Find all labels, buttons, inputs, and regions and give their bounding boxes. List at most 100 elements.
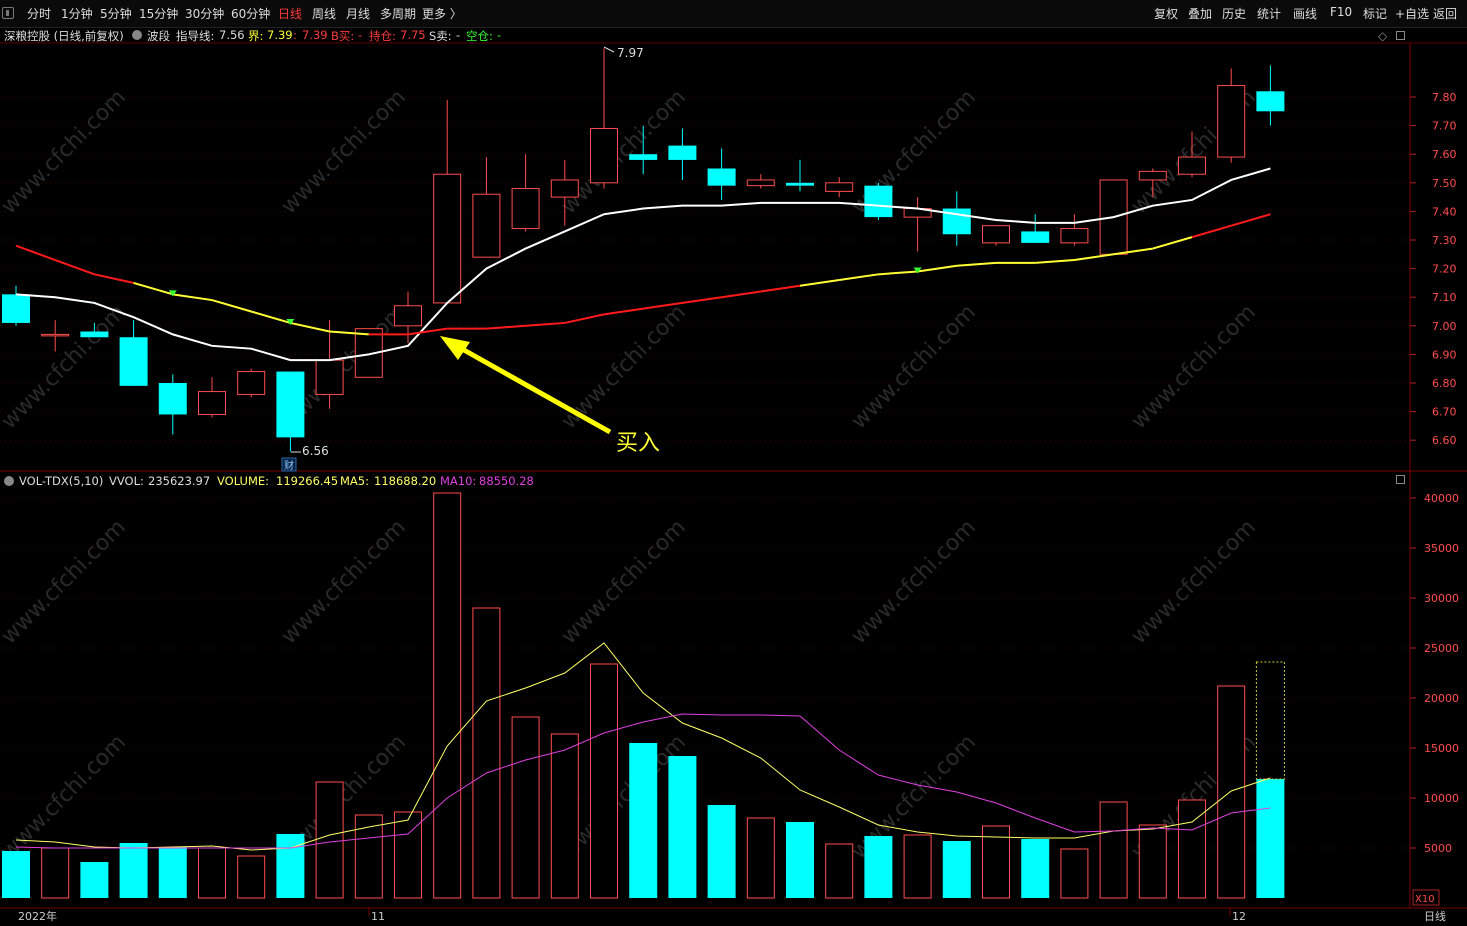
svg-text:www.cfchi.com: www.cfchi.com	[847, 300, 981, 434]
svg-text:www.cfchi.com: www.cfchi.com	[0, 730, 131, 864]
window-icon[interactable]	[1396, 31, 1405, 40]
tab-fenshi[interactable]: 分时	[27, 7, 52, 21]
price-info-bar: 深粮控股 (日线,前复权) 波段 指导线: 7.56 界: 7.39 : 7.3…	[0, 27, 1410, 43]
panel-toggle-icon[interactable]	[2, 7, 14, 19]
candle-body	[315, 359, 344, 395]
volume-bar	[550, 733, 579, 899]
ma-band-segment	[1074, 253, 1114, 262]
ma-band-segment	[721, 290, 761, 299]
low-price-label: 6.56	[302, 444, 329, 458]
finance-marker[interactable]	[281, 457, 297, 472]
x10-box[interactable]	[1412, 889, 1440, 906]
ma-band-segment	[1152, 236, 1193, 250]
volume-bar	[1178, 799, 1206, 899]
tab-60min[interactable]: 60分钟	[231, 7, 271, 21]
volume-bar	[158, 847, 187, 898]
price-tick-label: 7.00	[1432, 320, 1457, 333]
stock-title: 深粮控股 (日线,前复权)	[4, 29, 124, 43]
volume-label: VOLUME:	[217, 474, 270, 488]
candle-body	[746, 179, 775, 187]
volume-bar	[433, 492, 462, 899]
tab-1min[interactable]: 1分钟	[61, 7, 93, 21]
volume-bar	[707, 805, 736, 898]
candle-body	[158, 383, 187, 415]
volume-bar	[2, 851, 30, 898]
volume-tick-label: 35000	[1424, 542, 1459, 555]
ma-band-segment	[486, 324, 526, 330]
empty-label: 空仓:	[466, 29, 493, 43]
candle-body	[198, 391, 226, 415]
buy-label: B买:	[331, 29, 355, 43]
candle-body	[80, 331, 109, 338]
volume-bar	[982, 825, 1010, 899]
period-label: 日线	[1424, 909, 1446, 923]
ma-band-segment	[839, 273, 879, 282]
price-tick-label: 7.50	[1432, 177, 1457, 190]
volume-bar	[1138, 824, 1167, 899]
overlay-button[interactable]: 叠加	[1188, 7, 1213, 21]
volume-bar	[276, 834, 305, 898]
price-tick-label: 7.60	[1432, 148, 1457, 161]
add-watchlist-button[interactable]: +自选	[1395, 7, 1430, 21]
price-tick-label: 7.70	[1432, 120, 1457, 133]
volume-window-icon[interactable]	[1396, 475, 1405, 484]
tab-more[interactable]: 更多 〉	[422, 7, 462, 21]
stats-button[interactable]: 统计	[1257, 7, 1282, 21]
draw-button[interactable]: 画线	[1293, 7, 1318, 21]
indicator-name: 波段	[147, 29, 170, 43]
back-button[interactable]: 返回	[1433, 7, 1458, 21]
projected-volume-box	[1255, 661, 1285, 780]
ma-band-segment	[564, 313, 605, 324]
ma-band-segment	[1035, 259, 1075, 264]
guide-value: 7.56	[219, 28, 245, 42]
jie-value: 7.39	[267, 28, 293, 42]
candle-body	[982, 225, 1010, 244]
price-axis: 7.80 7.70 7.60 7.50 7.40 7.30 7.20 7.10 7.00 6.90…	[1410, 91, 1457, 447]
ma-white-line	[15, 167, 1271, 362]
volume-bar	[864, 836, 893, 898]
jie-value-2: 7.39	[302, 28, 328, 42]
svg-text:www.cfchi.com: www.cfchi.com	[1127, 515, 1261, 649]
tab-daily[interactable]: 日线	[278, 7, 303, 21]
candle-body	[668, 145, 697, 160]
ma-band-segment	[290, 321, 330, 333]
volume-bar	[1256, 779, 1285, 898]
volume-bar	[746, 817, 775, 899]
candle-body	[1178, 156, 1206, 175]
ma-band-segment	[1230, 213, 1271, 227]
volume-bar	[903, 834, 932, 899]
price-gridlines	[0, 96, 1410, 441]
fuquan-button[interactable]: 复权	[1154, 7, 1179, 21]
price-tick-label: 7.30	[1432, 234, 1457, 247]
mark-button[interactable]: 标记	[1363, 7, 1388, 21]
volume-tick-label: 5000	[1424, 842, 1452, 855]
volume-ma10-line	[15, 713, 1271, 849]
tab-multi-period[interactable]: 多周期	[380, 7, 417, 21]
tab-15min[interactable]: 15分钟	[139, 7, 179, 21]
candle-body	[1060, 228, 1089, 244]
ma-band-segment	[956, 261, 997, 267]
volume-menu-icon[interactable]	[4, 476, 14, 486]
diamond-icon[interactable]: ◇	[1378, 29, 1388, 43]
candle-body	[1217, 85, 1246, 158]
indicator-menu-icon[interactable]	[132, 30, 142, 40]
x10-label: X10	[1415, 894, 1435, 905]
jie-separator: :	[293, 28, 297, 42]
volume-tick-label: 10000	[1424, 792, 1459, 805]
tab-5min[interactable]: 5分钟	[100, 7, 132, 21]
price-tick-label: 6.60	[1432, 434, 1457, 447]
f10-button[interactable]: F10	[1330, 5, 1353, 19]
ma-band-segment	[94, 273, 134, 284]
tab-weekly[interactable]: 周线	[312, 7, 337, 21]
tab-30min[interactable]: 30分钟	[185, 7, 225, 21]
history-button[interactable]: 历史	[1222, 7, 1247, 21]
tab-monthly[interactable]: 月线	[346, 7, 371, 21]
candle-body	[786, 182, 814, 186]
volume-axis: 40000 35000 30000 25000 20000 15000 10000 5000	[1410, 492, 1459, 855]
volume-bar	[786, 822, 814, 898]
candle-body	[1021, 231, 1050, 243]
high-price-label: 7.97	[617, 46, 644, 60]
buy-value: -	[358, 28, 363, 42]
guide-label: 指导线:	[176, 29, 215, 43]
